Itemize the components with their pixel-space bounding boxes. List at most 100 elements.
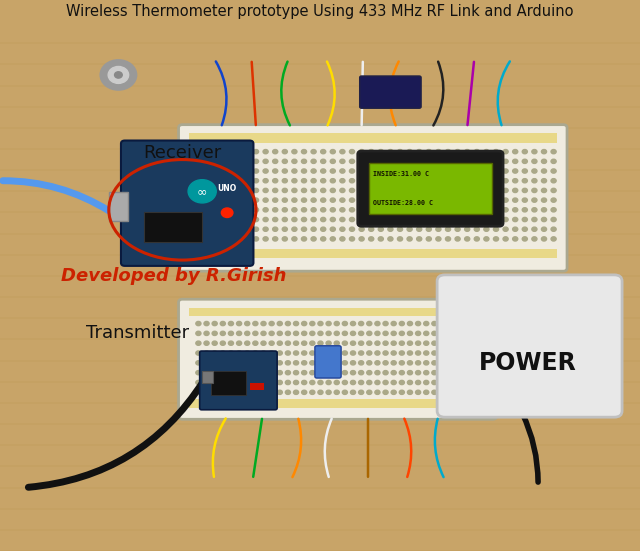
Circle shape	[273, 159, 278, 164]
Circle shape	[445, 227, 451, 231]
Circle shape	[367, 351, 372, 355]
Circle shape	[273, 169, 278, 173]
Circle shape	[108, 67, 129, 83]
Circle shape	[292, 218, 297, 222]
Circle shape	[503, 227, 508, 231]
Circle shape	[448, 351, 453, 355]
Circle shape	[484, 149, 489, 154]
Circle shape	[397, 208, 403, 212]
Circle shape	[426, 159, 431, 164]
Circle shape	[253, 169, 259, 173]
Circle shape	[481, 351, 486, 355]
Circle shape	[294, 341, 299, 345]
Circle shape	[503, 179, 508, 183]
Circle shape	[253, 361, 258, 365]
Circle shape	[440, 371, 445, 375]
Circle shape	[263, 237, 268, 241]
Circle shape	[301, 169, 307, 173]
Circle shape	[397, 198, 403, 202]
Circle shape	[391, 331, 396, 336]
Circle shape	[228, 351, 234, 355]
Circle shape	[237, 380, 242, 385]
Circle shape	[465, 321, 470, 326]
Circle shape	[294, 361, 299, 365]
Circle shape	[503, 208, 508, 212]
Circle shape	[351, 371, 356, 375]
Circle shape	[465, 237, 470, 241]
Circle shape	[334, 390, 339, 395]
Circle shape	[220, 321, 225, 326]
Circle shape	[285, 361, 291, 365]
Circle shape	[196, 227, 201, 231]
Circle shape	[417, 188, 422, 192]
Circle shape	[330, 237, 335, 241]
Circle shape	[292, 149, 297, 154]
Circle shape	[440, 351, 445, 355]
Circle shape	[301, 208, 307, 212]
Circle shape	[225, 218, 230, 222]
Circle shape	[481, 331, 486, 336]
Circle shape	[391, 371, 396, 375]
Circle shape	[456, 321, 461, 326]
Circle shape	[383, 351, 388, 355]
Circle shape	[358, 390, 364, 395]
Circle shape	[407, 169, 412, 173]
Circle shape	[196, 188, 201, 192]
Circle shape	[351, 321, 356, 326]
Circle shape	[292, 208, 297, 212]
Circle shape	[237, 371, 242, 375]
Circle shape	[277, 371, 282, 375]
Circle shape	[342, 331, 348, 336]
Circle shape	[282, 159, 287, 164]
FancyBboxPatch shape	[179, 125, 567, 271]
Circle shape	[244, 159, 249, 164]
Circle shape	[318, 341, 323, 345]
Circle shape	[436, 208, 441, 212]
Circle shape	[440, 380, 445, 385]
Circle shape	[253, 218, 259, 222]
Circle shape	[541, 149, 547, 154]
Circle shape	[340, 149, 345, 154]
Circle shape	[493, 188, 499, 192]
Circle shape	[237, 351, 242, 355]
Circle shape	[321, 198, 326, 202]
Bar	[144, 213, 202, 241]
Circle shape	[432, 361, 437, 365]
Circle shape	[465, 149, 470, 154]
Circle shape	[551, 198, 556, 202]
Circle shape	[205, 149, 211, 154]
Circle shape	[455, 198, 460, 202]
Circle shape	[282, 208, 287, 212]
Circle shape	[522, 159, 527, 164]
Circle shape	[408, 331, 413, 336]
Circle shape	[436, 237, 441, 241]
Circle shape	[351, 390, 356, 395]
Circle shape	[212, 371, 217, 375]
Circle shape	[513, 237, 518, 241]
Circle shape	[541, 227, 547, 231]
Circle shape	[541, 218, 547, 222]
Circle shape	[340, 179, 345, 183]
Circle shape	[318, 331, 323, 336]
Circle shape	[481, 361, 486, 365]
Circle shape	[455, 208, 460, 212]
Circle shape	[261, 351, 266, 355]
Circle shape	[292, 188, 297, 192]
Circle shape	[263, 188, 268, 192]
Circle shape	[369, 179, 374, 183]
Circle shape	[204, 341, 209, 345]
Circle shape	[465, 208, 470, 212]
Circle shape	[367, 321, 372, 326]
Circle shape	[493, 169, 499, 173]
Circle shape	[456, 390, 461, 395]
Circle shape	[234, 208, 239, 212]
FancyBboxPatch shape	[315, 346, 341, 378]
Circle shape	[253, 371, 258, 375]
Circle shape	[234, 227, 239, 231]
Circle shape	[375, 321, 380, 326]
Circle shape	[383, 331, 388, 336]
Circle shape	[330, 218, 335, 222]
Circle shape	[456, 351, 461, 355]
Circle shape	[484, 208, 489, 212]
Circle shape	[253, 351, 258, 355]
